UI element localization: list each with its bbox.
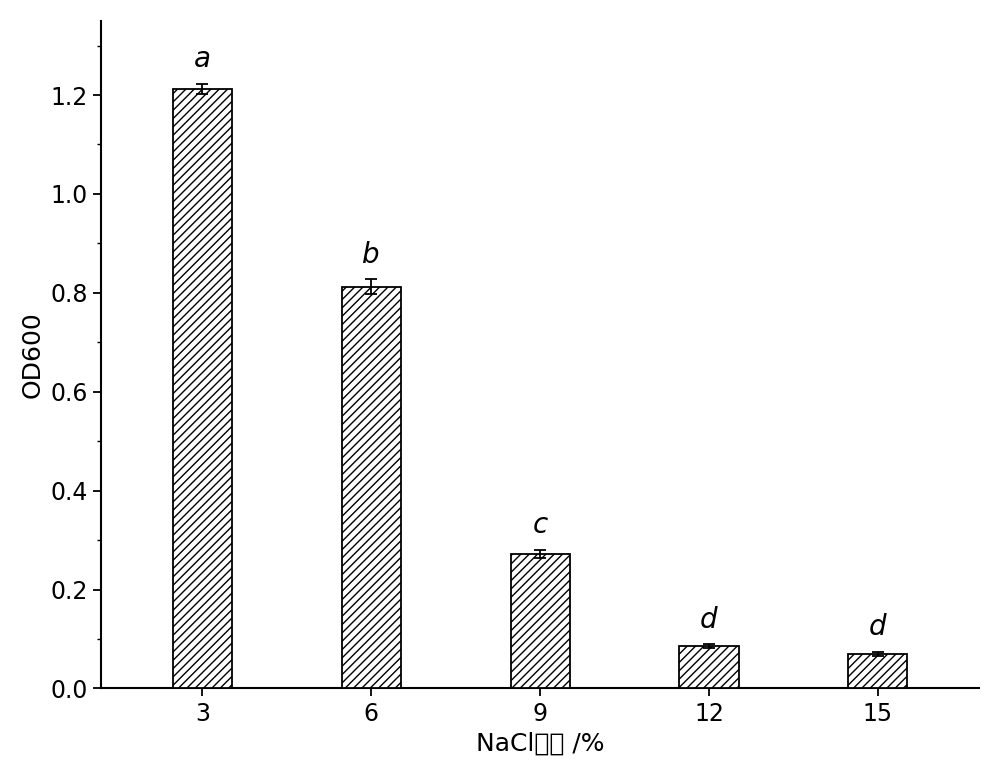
X-axis label: NaCl浓度 /%: NaCl浓度 /%	[476, 731, 604, 755]
Bar	[342, 287, 401, 688]
Text: d: d	[700, 605, 718, 633]
Bar	[679, 646, 739, 688]
Text: c: c	[532, 511, 548, 539]
Bar	[511, 554, 570, 688]
Y-axis label: OD600: OD600	[21, 311, 45, 398]
Text: d: d	[869, 613, 887, 641]
Bar	[848, 654, 907, 688]
Bar	[173, 88, 232, 688]
Text: b: b	[362, 241, 380, 268]
Text: a: a	[194, 45, 211, 73]
